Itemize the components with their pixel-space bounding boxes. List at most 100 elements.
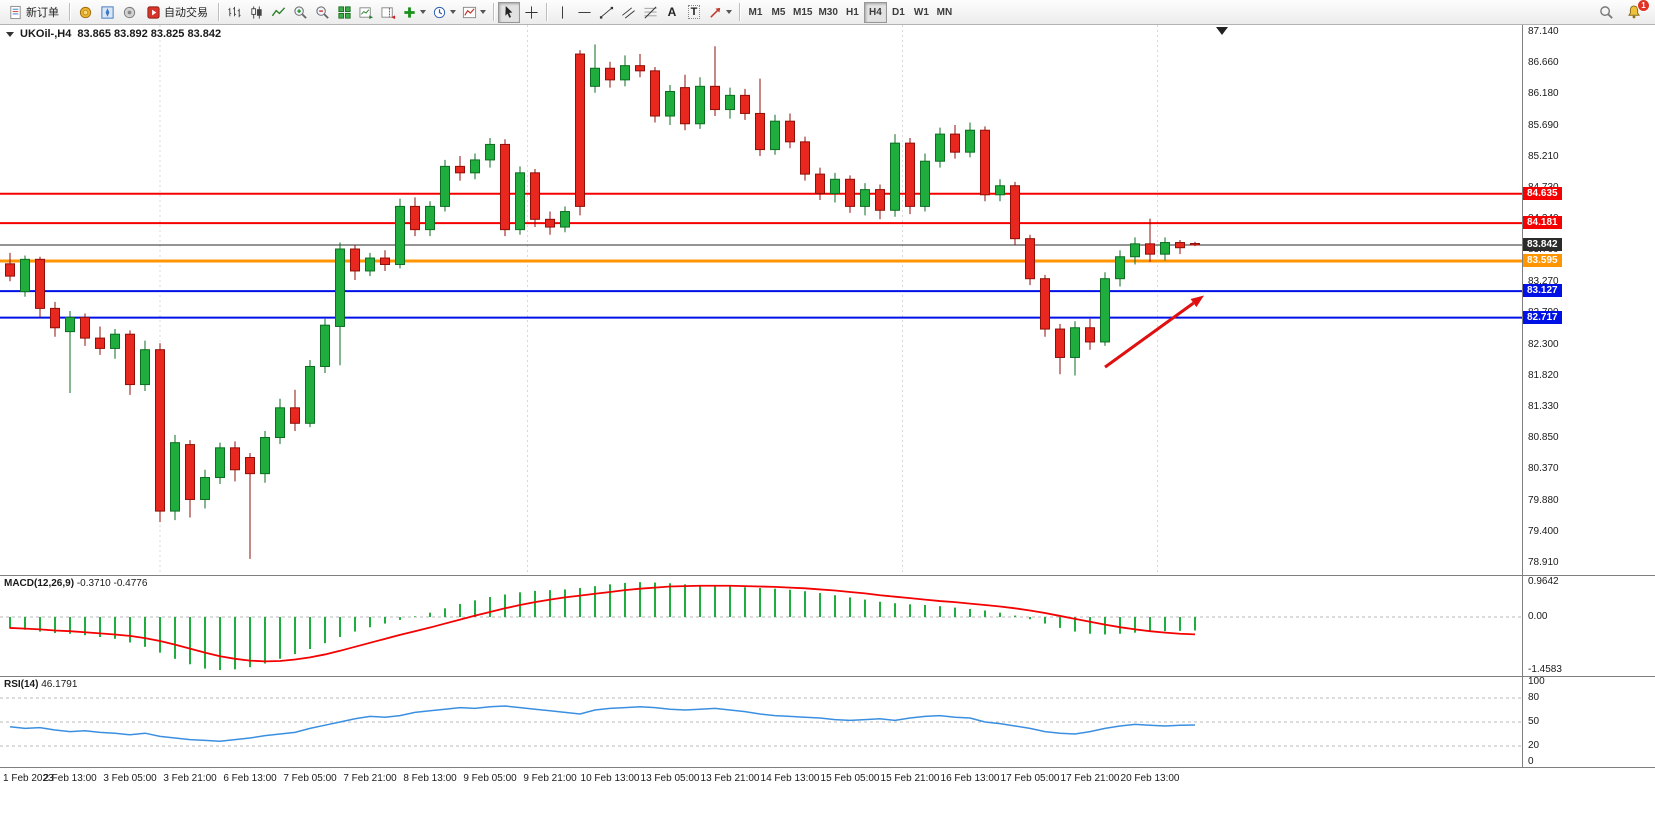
- candle-body: [35, 258, 45, 309]
- time-tick-label: 13 Feb 05:00: [640, 773, 700, 784]
- candle-body: [260, 437, 270, 475]
- timeframe-d1-button[interactable]: D1: [887, 2, 910, 23]
- price-tick-label: 79.400: [1528, 525, 1559, 537]
- candle-body: [935, 133, 945, 162]
- vertical-line-button[interactable]: [551, 2, 573, 23]
- fibonacci-button[interactable]: [639, 2, 661, 23]
- price-line-label: 83.127: [1523, 284, 1562, 298]
- candle-body: [1175, 242, 1185, 249]
- price-line-label: 83.595: [1523, 253, 1562, 267]
- navigator-button[interactable]: [96, 2, 118, 23]
- candle-body: [995, 185, 1005, 196]
- chevron-down-icon: [450, 10, 456, 14]
- rsi-scale[interactable]: 100 80 50 20 0: [1522, 677, 1655, 767]
- candle-body: [395, 205, 405, 265]
- chart-shift-button[interactable]: [377, 2, 399, 23]
- macd-scale[interactable]: 0.9642 0.00 -1.4583: [1522, 576, 1655, 676]
- ohlc-bars-icon: [227, 6, 241, 17]
- candle-body: [1160, 242, 1170, 255]
- timeframe-m30-button[interactable]: M30: [815, 2, 840, 23]
- periods-button[interactable]: [429, 2, 459, 23]
- price-tick-label: 79.880: [1528, 494, 1559, 506]
- notifications-button[interactable]: 1: [1623, 0, 1650, 23]
- new-order-button[interactable]: 新订单: [2, 2, 65, 23]
- market-watch-button[interactable]: [74, 2, 96, 23]
- templates-button[interactable]: [459, 2, 489, 23]
- rsi-chart[interactable]: [0, 677, 1522, 767]
- line-chart-button[interactable]: [267, 2, 289, 23]
- candle-body: [470, 159, 480, 174]
- tile-windows-button[interactable]: [333, 2, 355, 23]
- time-tick-label: 1 Feb 2023: [3, 773, 54, 784]
- toolbar-separator: [218, 3, 219, 21]
- candle-body: [620, 65, 630, 81]
- cursor-button[interactable]: [498, 1, 520, 23]
- candle-body: [860, 189, 870, 207]
- candle-body: [830, 178, 840, 194]
- tile-windows-icon: [337, 5, 351, 19]
- auto-scroll-button[interactable]: [355, 2, 377, 23]
- terminal-button[interactable]: [118, 2, 140, 23]
- time-tick-label: 9 Feb 05:00: [463, 773, 517, 784]
- candle-body: [425, 205, 435, 231]
- candle-body: [500, 143, 510, 231]
- candlestick-chart[interactable]: [0, 25, 1522, 575]
- price-tick-label: 86.660: [1528, 57, 1559, 69]
- trend-arrow-head: [1190, 295, 1204, 308]
- timeframe-m5-button[interactable]: M5: [767, 2, 790, 23]
- candle-body: [95, 337, 105, 349]
- search-icon: [1599, 5, 1613, 19]
- candle-body: [305, 365, 315, 424]
- candle-body: [950, 133, 960, 153]
- timeframe-w1-button[interactable]: W1: [910, 2, 933, 23]
- trend-arrow[interactable]: [1104, 301, 1195, 369]
- candle-body: [110, 333, 120, 349]
- timeframe-h4-button[interactable]: H4: [863, 1, 887, 23]
- macd-chart[interactable]: [0, 576, 1522, 676]
- symbol-dropdown-icon[interactable]: [6, 31, 14, 37]
- autotrading-button[interactable]: 自动交易: [140, 2, 214, 23]
- toolbar-separator: [69, 3, 70, 21]
- line-chart-icon: [271, 6, 285, 16]
- timeframe-mn-button[interactable]: MN: [933, 2, 956, 23]
- time-tick-label: 7 Feb 05:00: [283, 773, 337, 784]
- timeframe-m15-button[interactable]: M15: [790, 2, 815, 23]
- candle-body: [80, 316, 90, 339]
- timeframe-h1-button[interactable]: H1: [841, 2, 864, 23]
- zoom-in-icon: [293, 5, 307, 19]
- bar-chart-button[interactable]: [223, 2, 245, 23]
- time-scale[interactable]: 1 Feb 2023 2 Feb 13:00 3 Feb 05:00 3 Feb 21…: [0, 767, 1655, 790]
- search-button[interactable]: [1595, 2, 1617, 23]
- arrows-tool-button[interactable]: [705, 2, 735, 23]
- notification-badge: 1: [1637, 0, 1650, 12]
- zoom-in-button[interactable]: [289, 2, 311, 23]
- vertical-line-icon: [561, 5, 563, 19]
- candle-body: [695, 85, 705, 125]
- crosshair-button[interactable]: [520, 2, 542, 23]
- horizontal-line-icon: [577, 11, 591, 13]
- candlestick-chart-button[interactable]: [245, 2, 267, 23]
- chart-shift-marker-icon[interactable]: [1216, 27, 1228, 35]
- time-tick-label: 7 Feb 21:00: [343, 773, 397, 784]
- indicators-button[interactable]: [399, 2, 429, 23]
- candlestick-icon: [250, 5, 262, 19]
- trendline-button[interactable]: [595, 2, 617, 23]
- horizontal-line-button[interactable]: [573, 2, 595, 23]
- chevron-down-icon: [480, 10, 486, 14]
- zoom-out-button[interactable]: [311, 2, 333, 23]
- text-tool-button[interactable]: A: [661, 2, 683, 23]
- candle-body: [350, 248, 360, 272]
- price-scale[interactable]: 87.14086.66086.18085.69085.21084.73084.2…: [1522, 25, 1655, 575]
- candle-body: [875, 189, 885, 211]
- label-tool-button[interactable]: T: [683, 2, 705, 23]
- candle-body: [50, 307, 60, 329]
- time-tick-label: 3 Feb 05:00: [103, 773, 157, 784]
- timeframe-m1-button[interactable]: M1: [744, 2, 767, 23]
- candle-body: [1190, 243, 1200, 246]
- price-tick-label: 81.820: [1528, 369, 1559, 381]
- equidistant-channel-button[interactable]: [617, 2, 639, 23]
- candle-body: [665, 90, 675, 117]
- arrow-object-icon: [710, 7, 721, 18]
- toolbar-separator: [546, 3, 547, 21]
